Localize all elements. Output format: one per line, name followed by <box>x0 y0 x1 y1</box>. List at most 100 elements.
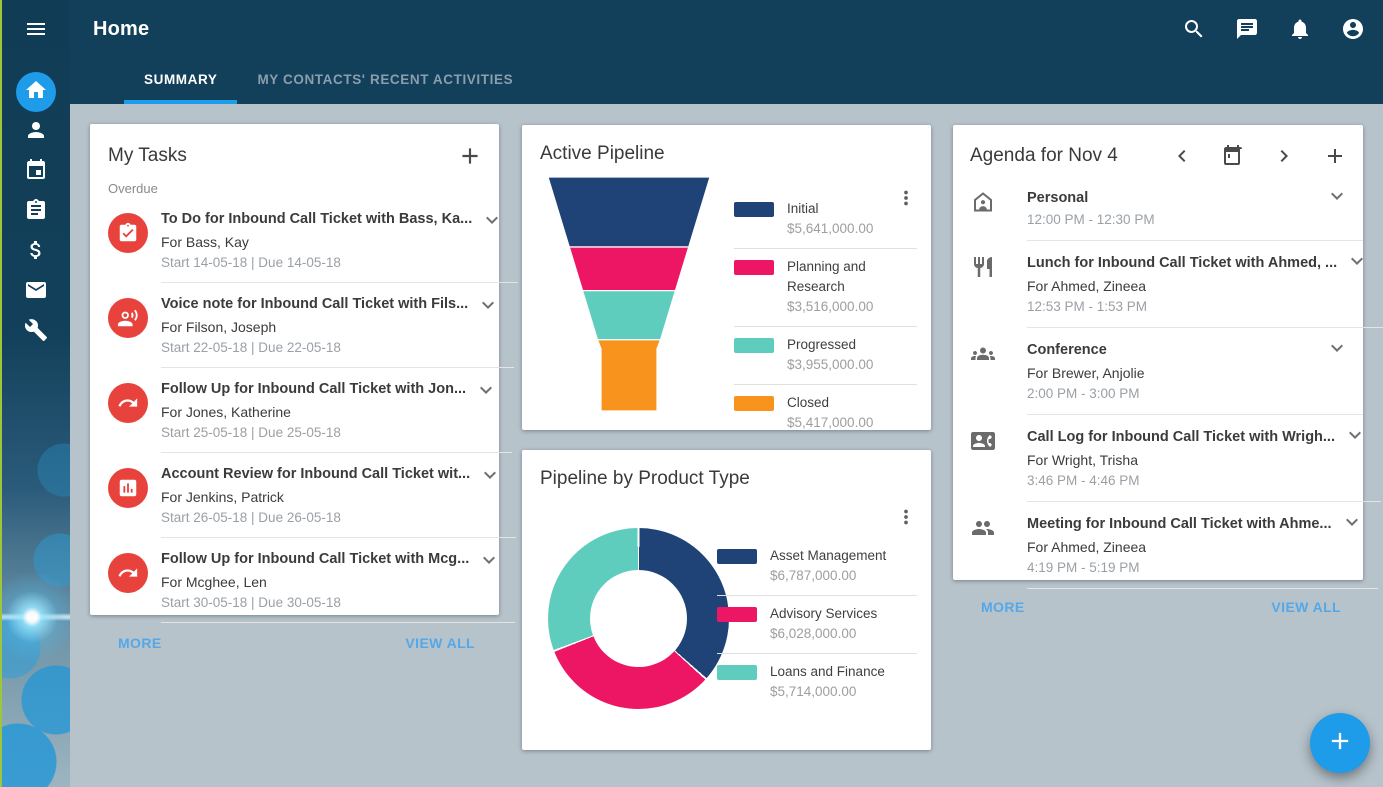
legend-swatch <box>734 338 774 353</box>
active-pipeline-card: Active Pipeline Initial $5,641,000.00 Pl… <box>522 125 931 430</box>
agenda-item-time: 3:46 PM - 4:46 PM <box>1027 473 1140 488</box>
restaurant-icon <box>971 255 995 279</box>
menu-icon[interactable] <box>24 17 48 41</box>
active-pipeline-title: Active Pipeline <box>540 143 665 164</box>
task-row[interactable]: To Do for Inbound Call Ticket with Bass,… <box>90 198 519 283</box>
agenda-row[interactable]: Conference For Brewer, Anjolie 2:00 PM -… <box>953 328 1363 415</box>
legend-value: $5,641,000.00 <box>787 221 874 236</box>
view-all-button[interactable]: VIEW ALL <box>1271 599 1341 615</box>
view-all-button[interactable]: VIEW ALL <box>405 635 475 651</box>
funnel-chart <box>547 176 711 412</box>
add-event-icon[interactable] <box>1323 144 1347 168</box>
agenda-item-for: For Wright, Trisha <box>1027 452 1138 468</box>
agenda-row[interactable]: Call Log for Inbound Call Ticket with Wr… <box>953 415 1381 502</box>
chevron-down-icon[interactable] <box>1325 184 1349 208</box>
legend-value: $6,787,000.00 <box>770 568 857 583</box>
task-row[interactable]: Follow Up for Inbound Call Ticket with J… <box>90 368 513 453</box>
account-icon[interactable] <box>1341 17 1365 41</box>
task-for: For Jenkins, Patrick <box>161 489 284 505</box>
legend-swatch <box>717 549 757 564</box>
sidebar-item-home[interactable] <box>16 72 56 112</box>
chat-icon[interactable] <box>1235 17 1259 41</box>
chevron-down-icon[interactable] <box>1340 510 1364 534</box>
agenda-item-for: For Brewer, Anjolie <box>1027 365 1145 381</box>
donut-legend: Asset Management $6,787,000.00 Advisory … <box>717 538 917 711</box>
legend-item: Asset Management $6,787,000.00 <box>717 538 917 596</box>
chevron-down-icon[interactable] <box>476 293 500 317</box>
agenda-card: Agenda for Nov 4 Personal 12:00 PM - 12:… <box>953 125 1383 615</box>
more-button[interactable]: MORE <box>118 635 162 651</box>
donut-hole <box>590 570 687 667</box>
task-for: For Filson, Joseph <box>161 319 277 335</box>
chevron-down-icon[interactable] <box>1325 336 1349 360</box>
follow-up-arrow-icon <box>108 383 148 423</box>
sidebar-nav <box>2 72 70 352</box>
legend-item: Planning and Research $3,516,000.00 <box>734 249 917 327</box>
legend-label: Initial <box>787 201 819 216</box>
sidebar-item-calendar[interactable] <box>16 152 56 192</box>
agenda-row[interactable]: Lunch for Inbound Call Ticket with Ahmed… <box>953 241 1383 328</box>
legend-swatch <box>734 396 774 411</box>
task-row[interactable]: Account Review for Inbound Call Ticket w… <box>90 453 517 538</box>
sidebar-item-contacts[interactable] <box>16 112 56 152</box>
chevron-down-icon[interactable] <box>1343 423 1367 447</box>
top-app-bar: Home <box>70 0 1383 58</box>
follow-up-arrow-icon <box>108 553 148 593</box>
tab-summary[interactable]: SUMMARY <box>124 58 238 104</box>
legend-value: $6,028,000.00 <box>770 626 857 641</box>
chevron-left-icon[interactable] <box>1170 144 1194 168</box>
sidebar-item-activities[interactable] <box>16 192 56 232</box>
page-title: Home <box>93 17 150 40</box>
agenda-row[interactable]: Meeting for Inbound Call Ticket with Ahm… <box>953 502 1378 589</box>
more-vert-icon[interactable] <box>895 187 917 209</box>
calendar-picker-icon[interactable] <box>1221 144 1245 168</box>
agenda-item-time: 12:00 PM - 12:30 PM <box>1027 212 1155 227</box>
notifications-icon[interactable] <box>1288 17 1312 41</box>
agenda-item-title: Conference <box>1027 342 1107 358</box>
agenda-item-for: For Ahmed, Zineea <box>1027 539 1147 555</box>
add-task-icon[interactable] <box>457 143 483 169</box>
task-dates: Start 30-05-18 | Due 30-05-18 <box>161 595 341 610</box>
chevron-down-icon[interactable] <box>477 548 501 572</box>
legend-swatch <box>717 665 757 680</box>
chevron-down-icon[interactable] <box>1345 249 1369 273</box>
chevron-down-icon[interactable] <box>478 463 502 487</box>
wrench-icon <box>24 318 48 347</box>
legend-swatch <box>734 202 774 217</box>
overdue-label: Overdue <box>108 181 158 196</box>
task-for: For Bass, Kay <box>161 234 249 250</box>
agenda-item-title: Personal <box>1027 190 1089 206</box>
more-button[interactable]: MORE <box>981 599 1025 615</box>
dollar-icon <box>24 238 48 267</box>
people-icon <box>971 516 995 540</box>
task-dates: Start 14-05-18 | Due 14-05-18 <box>161 255 341 270</box>
legend-swatch <box>717 607 757 622</box>
legend-value: $5,417,000.00 <box>787 415 874 430</box>
legend-label: Closed <box>787 395 830 410</box>
legend-value: $3,516,000.00 <box>787 299 874 314</box>
more-vert-icon[interactable] <box>895 506 917 528</box>
tab-recent-activities[interactable]: MY CONTACTS' RECENT ACTIVITIES <box>257 71 514 87</box>
chevron-down-icon[interactable] <box>474 378 498 402</box>
chevron-right-icon[interactable] <box>1272 144 1296 168</box>
clipboard-icon <box>24 198 48 227</box>
agenda-row[interactable]: Personal 12:00 PM - 12:30 PM <box>953 176 1363 241</box>
donut-chart <box>548 528 729 709</box>
calendar-icon <box>24 158 48 187</box>
sidebar-item-sales[interactable] <box>16 232 56 272</box>
sidebar-item-email[interactable] <box>16 272 56 312</box>
legend-value: $3,955,000.00 <box>787 357 874 372</box>
task-row[interactable]: Follow Up for Inbound Call Ticket with M… <box>90 538 516 623</box>
sidebar-item-tools[interactable] <box>16 312 56 352</box>
tab-bar: SUMMARY MY CONTACTS' RECENT ACTIVITIES <box>70 58 1383 104</box>
legend-item: Initial $5,641,000.00 <box>734 191 917 249</box>
task-row[interactable]: Voice note for Inbound Call Ticket with … <box>90 283 515 368</box>
legend-label: Loans and Finance <box>770 664 885 679</box>
chevron-down-icon[interactable] <box>480 208 504 232</box>
sidebar <box>0 0 70 787</box>
pipeline-by-product-card: Pipeline by Product Type Asset Managemen… <box>522 450 931 750</box>
my-tasks-title: My Tasks <box>108 145 187 166</box>
task-for: For Jones, Katherine <box>161 404 291 420</box>
fab-add-button[interactable] <box>1310 713 1370 773</box>
search-icon[interactable] <box>1182 17 1206 41</box>
